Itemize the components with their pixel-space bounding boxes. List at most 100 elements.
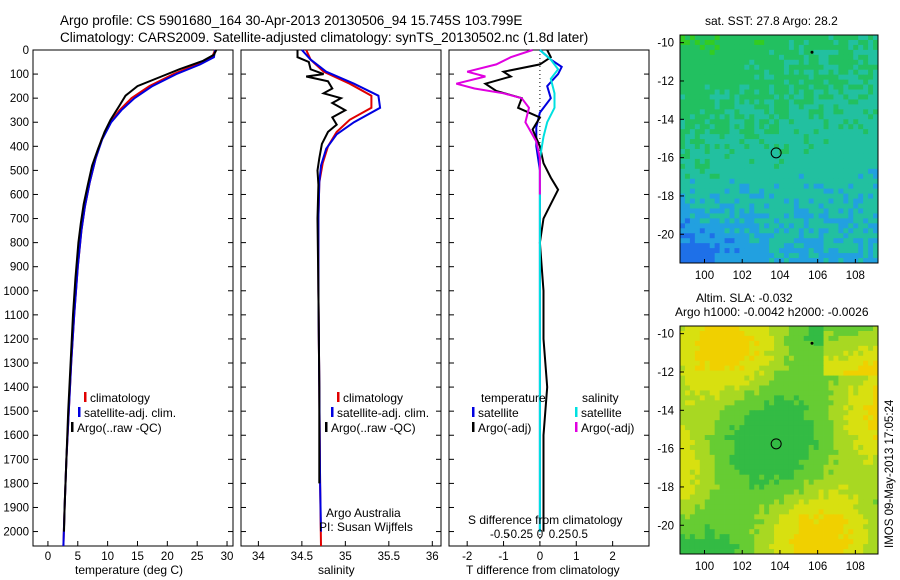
heatmap-cell <box>774 193 780 199</box>
heatmap-cell <box>783 499 790 505</box>
heatmap-cell <box>714 326 720 332</box>
heatmap-cell <box>739 544 745 550</box>
heatmap-cell <box>699 529 706 535</box>
map-frame <box>679 34 879 264</box>
heatmap-cell <box>749 365 755 372</box>
heatmap-cell <box>803 69 810 76</box>
heatmap-cell <box>714 474 720 481</box>
heatmap-cell <box>704 84 711 90</box>
heatmap-cell <box>813 84 819 90</box>
heatmap-cell <box>719 385 725 391</box>
heatmap-cell <box>813 104 819 110</box>
heatmap-cell <box>699 218 706 224</box>
heatmap-cell <box>788 124 795 130</box>
heatmap-cell <box>779 350 785 357</box>
heatmap-cell <box>838 59 844 66</box>
heatmap-cell <box>858 99 864 105</box>
heatmap-cell <box>734 390 740 396</box>
series-line-climatology <box>62 49 217 547</box>
heatmap-cell <box>729 94 735 100</box>
heatmap-cell <box>868 153 874 160</box>
heatmap-cell <box>803 149 810 155</box>
heatmap-cell <box>759 243 765 249</box>
heatmap-cell <box>764 218 770 224</box>
heatmap-cell <box>689 129 696 135</box>
heatmap-cell <box>689 59 696 66</box>
heatmap-cell <box>689 134 696 140</box>
heatmap-cell <box>734 435 740 441</box>
heatmap-cell <box>680 218 686 224</box>
heatmap-cell <box>828 326 834 332</box>
y-tick-label: 1500 <box>3 406 29 418</box>
heatmap-cell <box>863 534 869 540</box>
heatmap-cell <box>858 89 864 95</box>
heatmap-cell <box>694 479 701 486</box>
heatmap-cell <box>793 178 800 185</box>
heatmap-cell <box>818 464 824 471</box>
heatmap-cell <box>808 514 815 520</box>
heatmap-cell <box>863 158 869 165</box>
heatmap-cell <box>719 454 725 461</box>
heatmap-cell <box>749 350 755 357</box>
heatmap-cell <box>734 203 740 209</box>
heatmap-cell <box>783 69 790 76</box>
heatmap-cell <box>793 228 800 234</box>
heatmap-cell <box>818 218 824 224</box>
heatmap-cell <box>699 243 706 249</box>
heatmap-cell <box>769 489 775 495</box>
heatmap-cell <box>808 410 815 416</box>
heatmap-cell <box>793 444 800 451</box>
heatmap-cell <box>868 173 874 180</box>
heatmap-cell <box>833 365 839 372</box>
axis-ticks: 0 5 10 15 20 25 300100200300400500600700800900… <box>3 45 649 563</box>
heatmap-cell <box>754 479 760 486</box>
heatmap-cell <box>764 94 770 100</box>
heatmap-cell <box>818 469 824 476</box>
heatmap-cell <box>764 153 770 160</box>
heatmap-cell <box>803 94 810 100</box>
heatmap-cell <box>680 509 686 515</box>
heatmap-cell <box>868 198 874 204</box>
heatmap-cell <box>724 444 730 451</box>
series-line-salinity-satellite <box>538 49 560 532</box>
heatmap-cell <box>793 79 800 85</box>
heatmap-cell <box>769 223 775 229</box>
heatmap-cell <box>764 258 770 264</box>
heatmap-cell <box>719 544 725 550</box>
heatmap-cell <box>749 258 755 264</box>
heatmap-cell <box>843 208 849 214</box>
heatmap-cell <box>769 119 775 125</box>
heatmap-cell <box>823 395 829 401</box>
heatmap-cell <box>699 435 706 441</box>
heatmap-cell <box>779 514 785 520</box>
heatmap-cell <box>729 134 735 140</box>
heatmap-cell <box>719 35 725 41</box>
heatmap-cell <box>823 519 829 525</box>
heatmap-cell <box>783 193 790 199</box>
heatmap-cell <box>734 129 740 135</box>
heatmap-cell <box>749 183 755 190</box>
heatmap-cell <box>833 44 839 51</box>
heatmap-cell <box>838 469 844 476</box>
heatmap-cell <box>684 79 691 85</box>
heatmap-cell <box>744 183 750 190</box>
heatmap-cell <box>803 183 810 190</box>
heatmap-cell <box>798 178 805 185</box>
heatmap-cell <box>848 238 854 244</box>
heatmap-cell <box>709 395 716 401</box>
heatmap-cell <box>699 168 706 175</box>
heatmap-cell <box>774 400 780 406</box>
heatmap-cell <box>680 69 686 76</box>
heatmap-cell <box>689 494 696 500</box>
heatmap-cell <box>823 173 829 180</box>
heatmap-cell <box>848 253 854 259</box>
heatmap-cell <box>719 183 725 190</box>
heatmap-cell <box>749 504 755 510</box>
heatmap-cell <box>808 444 815 451</box>
heatmap-cell <box>704 258 711 264</box>
heatmap-cell <box>873 335 879 342</box>
heatmap-cell <box>843 35 849 41</box>
heatmap-cell <box>749 355 755 362</box>
heatmap-cell <box>838 425 844 431</box>
heatmap-cell <box>724 253 730 259</box>
